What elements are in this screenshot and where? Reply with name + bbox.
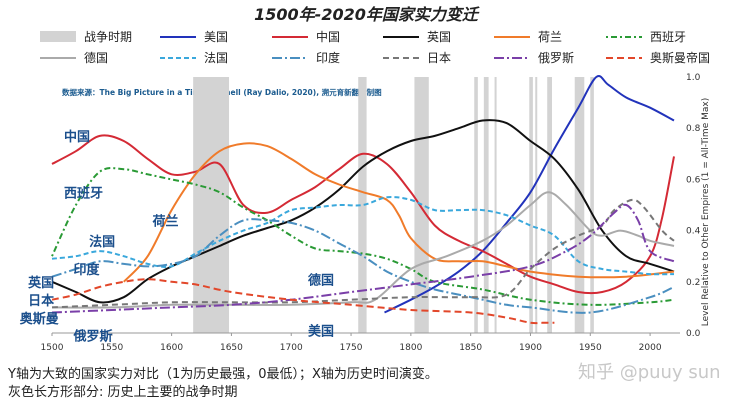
axes: 1500 1550 1600 1650 1700 1750 1800 1850 1900 1950… <box>41 73 701 353</box>
country-label: 西班牙 <box>64 185 103 201</box>
country-label: 印度 <box>74 262 101 278</box>
war-period-band <box>590 77 594 333</box>
series-line <box>51 203 675 314</box>
x-tick-label: 1600 <box>160 343 183 353</box>
series-line <box>51 134 675 295</box>
y-tick-label: 0.6 <box>686 175 701 185</box>
x-tick-label: 1750 <box>340 343 363 353</box>
series-line <box>123 142 675 283</box>
legend-label: 奥斯曼帝国 <box>650 50 710 65</box>
y-tick-label: 0.2 <box>686 278 700 288</box>
legend-label: 荷兰 <box>538 30 562 44</box>
country-label: 荷兰 <box>151 213 178 229</box>
war-period-band <box>474 77 478 333</box>
legend-label: 西班牙 <box>650 30 686 44</box>
x-tick-label: 1800 <box>399 343 422 353</box>
legend-label: 美国 <box>204 30 228 44</box>
war-period-band <box>535 77 538 333</box>
legend-item: 西班牙 <box>606 30 686 44</box>
watermark: 知乎 @puuy sun <box>578 362 721 383</box>
country-label: 英国 <box>27 275 54 291</box>
country-label: 奥斯曼 <box>20 311 59 327</box>
series-line <box>51 198 675 309</box>
series-line <box>51 167 675 306</box>
y-tick-label: 0.4 <box>686 227 701 237</box>
legend-label: 俄罗斯 <box>538 51 574 65</box>
series-line <box>51 119 675 304</box>
x-tick-label: 1850 <box>459 343 482 353</box>
legend-label: 战争时期 <box>84 30 132 44</box>
legend-item: 战争时期 <box>40 30 132 44</box>
legend-item: 英国 <box>383 30 451 44</box>
series-line <box>51 218 675 314</box>
country-label: 日本 <box>28 293 54 309</box>
x-tick-label: 1500 <box>41 343 64 353</box>
war-period-band <box>193 77 230 333</box>
x-tick-label: 1650 <box>220 343 243 353</box>
country-label: 德国 <box>308 272 334 288</box>
legend-item: 奥斯曼帝国 <box>606 50 710 65</box>
legend-item: 法国 <box>160 51 228 65</box>
war-period-band <box>494 77 497 333</box>
chart-title: 1500年-2020年国家实力变迁 <box>254 5 480 24</box>
series-lines <box>51 75 675 325</box>
legend-item: 俄罗斯 <box>494 51 574 65</box>
country-label: 美国 <box>308 324 334 340</box>
war-period-band <box>358 77 367 333</box>
x-tick-label: 1550 <box>100 343 123 353</box>
x-tick-label: 1700 <box>280 343 303 353</box>
war-period-band <box>483 77 489 333</box>
war-period-band <box>574 77 585 333</box>
y-tick-label: 1.0 <box>686 73 701 83</box>
legend-item: 荷兰 <box>494 30 562 44</box>
x-tick-label: 1950 <box>579 343 602 353</box>
country-label: 中国 <box>64 129 90 145</box>
war-period-band <box>547 77 553 333</box>
legend-item: 美国 <box>160 30 228 44</box>
legend-item: 日本 <box>383 51 451 65</box>
series-line <box>51 196 675 276</box>
legend-label: 印度 <box>316 50 340 65</box>
footer-line-1: Y轴为大致的国家实力对比（1为历史最强，0最低）；X轴为历史时间演变。 <box>7 366 438 382</box>
y-tick-label: 0.0 <box>686 329 701 339</box>
legend-label: 德国 <box>84 50 108 65</box>
series-line <box>51 278 555 325</box>
country-label: 法国 <box>89 234 115 250</box>
y-tick-label: 0.8 <box>686 124 701 134</box>
x-tick-label: 1900 <box>519 343 542 353</box>
legend-label: 日本 <box>427 51 451 65</box>
legend-label: 中国 <box>316 29 340 44</box>
legend-item: 印度 <box>272 50 340 65</box>
legend-swatch <box>40 31 76 42</box>
legend-label: 英国 <box>427 30 451 44</box>
legend-label: 法国 <box>204 51 228 65</box>
series-line <box>384 75 675 314</box>
x-tick-label: 2000 <box>639 343 662 353</box>
y-axis-title: Level Relative to Other Empires (1 = All… <box>701 98 711 326</box>
legend-item: 德国 <box>40 50 108 65</box>
country-label: 俄罗斯 <box>73 329 113 345</box>
legend-item: 中国 <box>272 29 340 44</box>
footer-line-2: 灰色长方形部分: 历史上主要的战争时期 <box>8 384 238 400</box>
